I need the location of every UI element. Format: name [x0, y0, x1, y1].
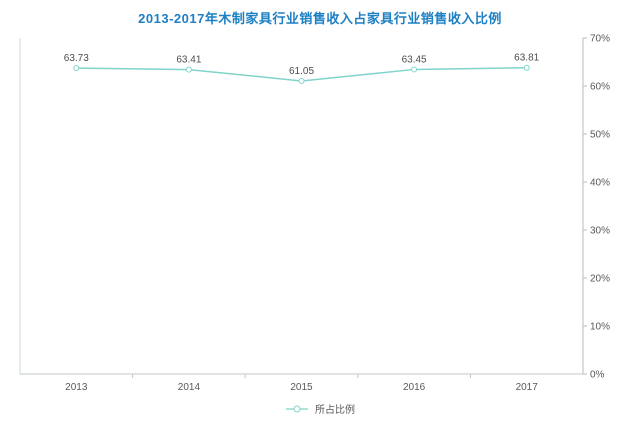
data-point-label: 63.73 — [64, 53, 89, 64]
legend-label: 所占比例 — [315, 405, 355, 416]
y-axis-tick-label: 30% — [590, 226, 610, 237]
y-axis-tick-label: 0% — [590, 370, 605, 381]
chart-title: 2013-2017年木制家具行业销售收入占家具行业销售收入比例 — [138, 11, 502, 26]
data-point-marker — [185, 66, 192, 73]
y-axis-tick-label: 70% — [590, 34, 610, 45]
data-point-marker — [298, 77, 305, 84]
legend[interactable]: 所占比例 — [0, 401, 640, 416]
x-axis-category-label: 2017 — [516, 382, 539, 393]
data-point-marker — [73, 65, 80, 72]
y-axis-tick-label: 60% — [590, 82, 610, 93]
y-axis-tick-label: 10% — [590, 322, 610, 333]
data-point-marker — [411, 66, 418, 73]
data-point-label: 63.41 — [176, 55, 201, 66]
data-point-label: 63.45 — [402, 54, 427, 65]
data-point-marker — [523, 64, 530, 71]
y-axis-tick-label: 50% — [590, 130, 610, 141]
y-axis-tick-label: 20% — [590, 274, 610, 285]
data-point-label: 61.05 — [289, 66, 314, 77]
x-axis-category-label: 2015 — [290, 382, 313, 393]
legend-line-marker-icon — [286, 405, 308, 412]
data-point-label: 63.81 — [514, 53, 539, 64]
x-axis-category-label: 2016 — [403, 382, 426, 393]
y-axis-tick-label: 40% — [590, 178, 610, 189]
x-axis-category-label: 2013 — [65, 382, 88, 393]
x-axis-category-label: 2014 — [178, 382, 201, 393]
